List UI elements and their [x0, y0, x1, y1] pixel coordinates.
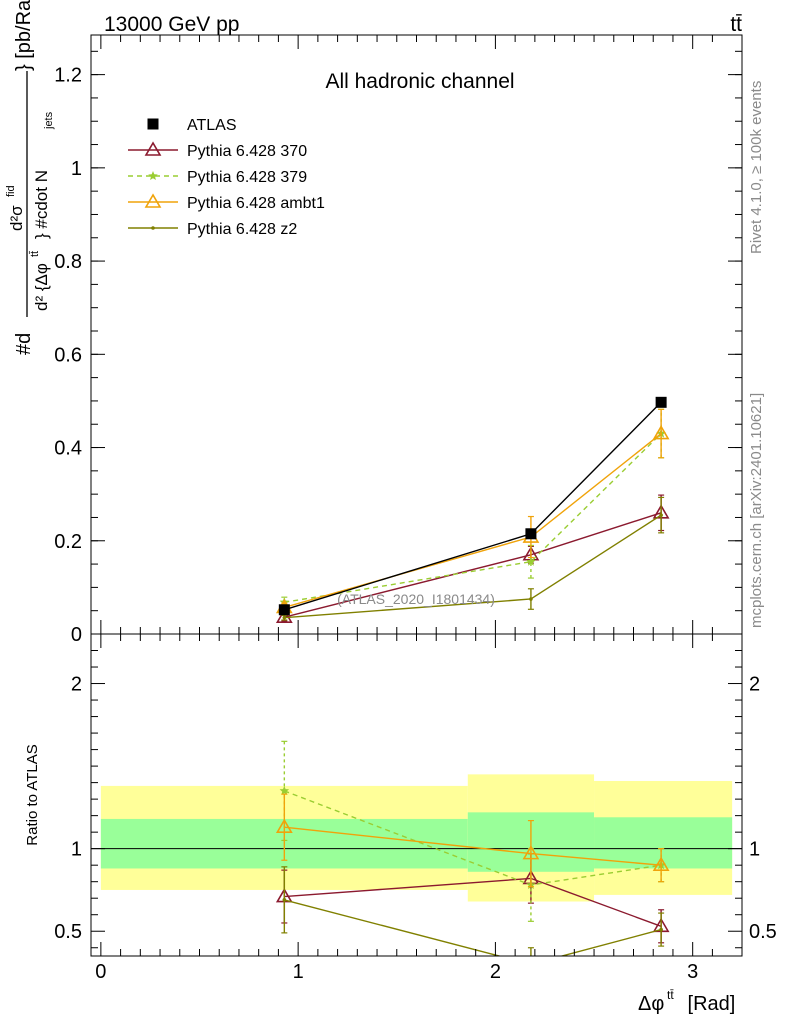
legend-label-p379: Pythia 6.428 379	[187, 169, 307, 186]
ratio-point-p379	[279, 785, 290, 795]
ratio-y-tick-label: 1	[71, 839, 82, 861]
legend-entry-z2: Pythia 6.428 z2	[128, 221, 297, 238]
main-point-ambt1	[652, 424, 670, 440]
x-label-delta-phi: Δφ	[638, 993, 664, 1015]
legend-label-z2: Pythia 6.428 z2	[187, 221, 297, 238]
x-tick-label: 1	[293, 961, 304, 983]
legend-entry-p379: Pythia 6.428 379	[128, 169, 307, 186]
main-y-axis: 0 0.2 0.4 0.6 0.8 1 1.2	[54, 35, 742, 646]
x-label-unit: [Rad]	[682, 993, 735, 1015]
legend-label-atlas: ATLAS	[187, 117, 237, 134]
legend: ATLAS Pythia 6.428 370 Pythia 6.428 379 Pyt…	[128, 117, 325, 238]
legend-marker-p370	[144, 141, 162, 156]
ratio-series-group	[275, 740, 670, 956]
ratio-point-ambt1	[652, 856, 670, 871]
main-point-z2	[659, 513, 663, 517]
y-label-unit: } [pb/Rad]	[13, 0, 35, 71]
main-plot-series	[275, 396, 670, 624]
y-label-fraction-denominator-2: } #cdot N	[32, 170, 51, 239]
legend-marker-atlas	[147, 118, 159, 130]
main-y-tick-label: 0	[71, 624, 82, 646]
main-y-tick-label: 1	[71, 158, 82, 180]
ratio-y-tick-label: 2	[71, 674, 82, 696]
y-label-fraction-numerator: d²σ	[7, 205, 26, 231]
ratio-y-tick-label-right: 0.5	[749, 921, 777, 943]
mcplots-source-label: mcplots.cern.ch [arXiv:2401.10621]	[748, 393, 765, 628]
main-y-tick-label: 0.2	[54, 531, 82, 553]
x-label-sup: tt̄	[667, 988, 674, 1002]
main-y-tick-label: 0.8	[54, 251, 82, 273]
ratio-point-z2	[282, 898, 287, 902]
y-label-fraction-denominator-sup: tt̄	[29, 251, 41, 257]
ratio-plot-bands	[91, 774, 742, 902]
ratio-plot-series	[275, 740, 670, 956]
x-tick-label: 3	[687, 961, 698, 983]
legend-label-p370: Pythia 6.428 370	[187, 143, 307, 160]
legend-entry-atlas: ATLAS	[147, 117, 237, 134]
ratio-axes: 0.5 0.5 1 1 2 2 0 1 2 3	[54, 634, 777, 983]
legend-marker-z2	[151, 226, 155, 230]
x-axis-label: Δφ tt̄ [Rad]	[638, 988, 735, 1015]
analysis-watermark: (ATLAS_2020_I1801434)	[337, 591, 495, 607]
main-point-atlas	[278, 604, 290, 616]
main-line-p379	[284, 433, 662, 603]
main-y-tick-label: 0.6	[54, 344, 82, 366]
y-label-fraction-numerator-sup: fid	[5, 185, 17, 197]
x-tick-label: 2	[490, 961, 501, 983]
main-y-tick-label: 0.4	[54, 438, 82, 460]
legend-marker-p379	[148, 171, 158, 180]
ratio-point-ambt1	[522, 845, 540, 860]
legend-label-ambt1: Pythia 6.428 ambt1	[187, 195, 325, 212]
y-label-fraction-denominator-1: d² {Δφ	[32, 263, 51, 311]
main-point-p379	[526, 556, 536, 566]
legend-entry-ambt1: Pythia 6.428 ambt1	[128, 193, 325, 212]
y-label-fraction-denominator-sub: jets	[43, 111, 55, 130]
main-y-tick-label: 1.2	[54, 65, 82, 87]
main-y-axis-label: #d d²σ fid d² {Δφ tt̄ } #cdot N jets } […	[5, 0, 55, 355]
main-point-atlas	[655, 396, 667, 408]
main-point-atlas	[525, 528, 537, 540]
ratio-y-axis-label: Ratio to ATLAS	[24, 744, 41, 845]
ratio-line-z2	[284, 899, 662, 956]
main-series-group	[275, 396, 670, 624]
main-plot-title: All hadronic channel	[325, 70, 514, 93]
main-line-atlas	[284, 401, 662, 611]
header-energy-label: 13000 GeV pp	[104, 13, 239, 36]
x-tick-label: 0	[95, 961, 106, 983]
ratio-point-ambt1	[275, 818, 293, 834]
main-point-p370	[275, 608, 293, 624]
legend-marker-ambt1	[144, 193, 162, 208]
header-process-label: tt̄	[730, 13, 742, 36]
legend-entry-p370: Pythia 6.428 370	[128, 141, 307, 160]
ratio-y-tick-label-right: 2	[749, 674, 760, 696]
y-label-hash-d: #d	[13, 333, 35, 355]
ratio-point-z2	[659, 927, 663, 932]
ratio-y-tick-label: 0.5	[54, 921, 82, 943]
main-point-z2	[282, 615, 287, 620]
main-point-z2	[529, 597, 533, 601]
ratio-band-inner-2	[594, 817, 733, 869]
rivet-version-label: Rivet 4.1.0, ≥ 100k events	[748, 81, 765, 254]
ratio-y-tick-label-right: 1	[749, 839, 760, 861]
